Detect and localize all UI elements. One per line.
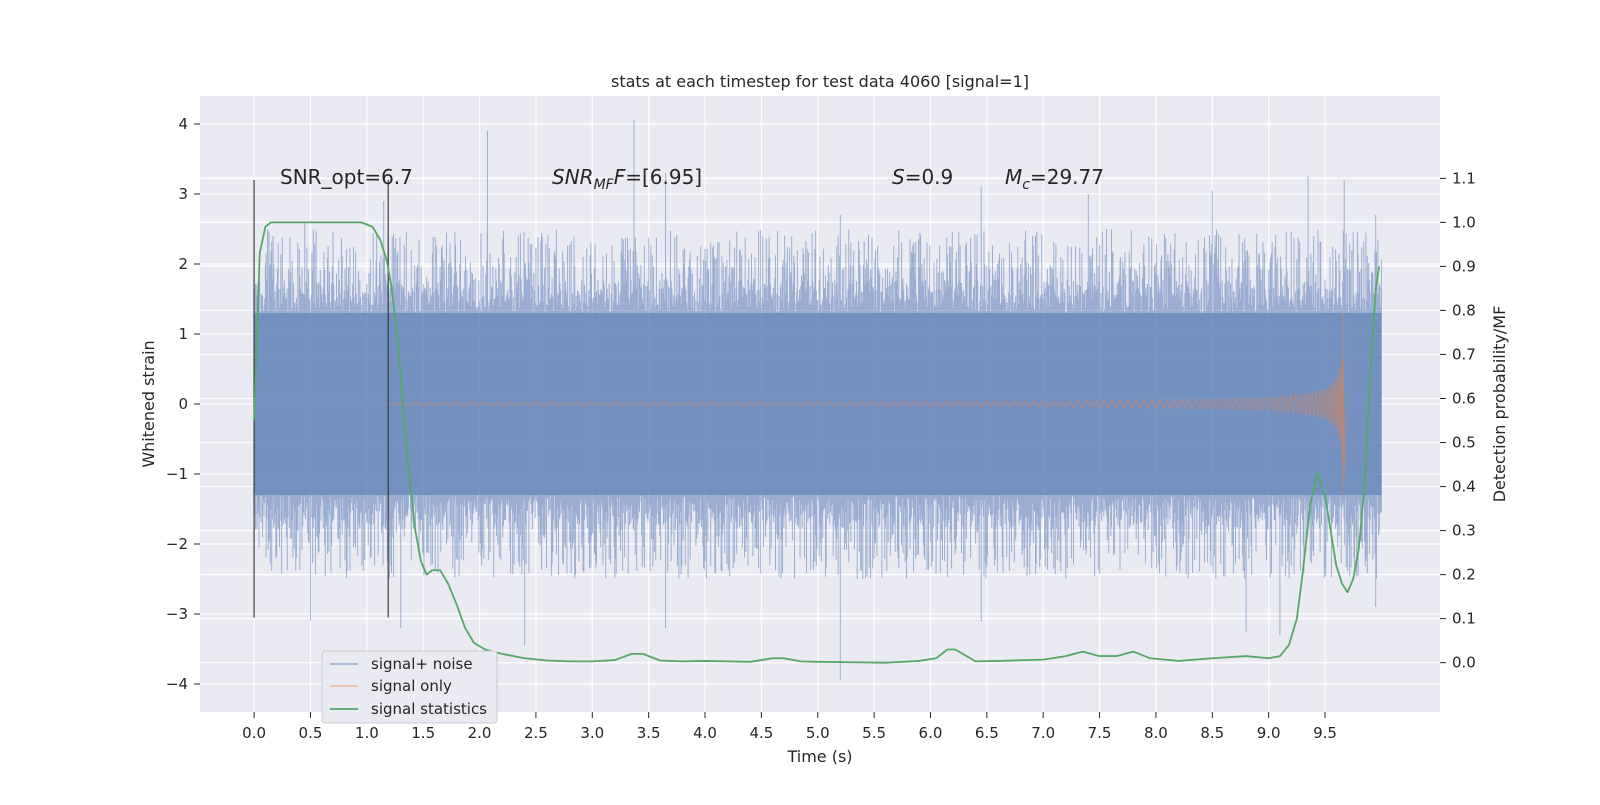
x-tick-label: 1.5 xyxy=(411,724,435,742)
y2-tick-label: 0.1 xyxy=(1452,610,1476,628)
y2-tick-label: 0.0 xyxy=(1452,654,1476,672)
y2-tick-label: 0.4 xyxy=(1452,478,1476,496)
x-tick-label: 2.5 xyxy=(524,724,548,742)
y-axis-ticks: 4 3 2 1 0 −1 −2 −3 −4 xyxy=(166,115,200,693)
y2-axis-ticks: 1.1 1.0 0.9 0.8 0.7 0.6 0.5 0.4 0.3 0.2 0.1 0.0 xyxy=(1440,169,1476,672)
y-tick-label: 3 xyxy=(178,185,188,203)
y2-tick-label: 0.7 xyxy=(1452,345,1476,363)
y-tick-label: 0 xyxy=(178,395,188,413)
y2-tick-label: 0.8 xyxy=(1452,301,1476,319)
mc-annotation: Mc=29.77 xyxy=(1005,165,1104,193)
legend: signal+ noise signal only signal statist… xyxy=(321,650,498,724)
signal-only-series xyxy=(389,313,1349,494)
x-tick-label: 0.0 xyxy=(242,724,266,742)
x-tick-label: 0.5 xyxy=(299,724,323,742)
x-tick-label: 6.0 xyxy=(919,724,943,742)
chart-title: stats at each timestep for test data 406… xyxy=(611,72,1029,91)
s-annotation: S=0.9 xyxy=(892,165,953,189)
x-tick-label: 4.0 xyxy=(693,724,717,742)
signal-statistics-line xyxy=(253,221,1381,664)
x-tick-label: 5.0 xyxy=(806,724,830,742)
x-tick-label: 7.0 xyxy=(1031,724,1055,742)
x-tick-label: 7.5 xyxy=(1088,724,1112,742)
x-axis-ticks: 0.0 0.5 1.0 1.5 2.0 2.5 3.0 3.5 4.0 4.5 5.0 5.5 6.0 6… xyxy=(242,712,1337,742)
x-axis-label: Time (s) xyxy=(786,747,852,766)
y-tick-label: 2 xyxy=(178,255,188,273)
signal-statistics-series xyxy=(253,221,1381,664)
y2-tick-label: 0.3 xyxy=(1452,522,1476,540)
legend-box xyxy=(321,650,498,724)
x-tick-label: 9.5 xyxy=(1313,724,1337,742)
x-tick-label: 6.5 xyxy=(975,724,999,742)
x-tick-label: 9.0 xyxy=(1257,724,1281,742)
y2-axis-label: Detection probability/MF xyxy=(1490,306,1509,503)
x-tick-label: 2.0 xyxy=(468,724,492,742)
y-tick-label: −1 xyxy=(166,465,188,483)
x-tick-label: 8.0 xyxy=(1144,724,1168,742)
y2-tick-label: 1.1 xyxy=(1452,169,1476,187)
y-tick-label: 1 xyxy=(178,325,188,343)
x-tick-label: 4.5 xyxy=(749,724,773,742)
x-tick-label: 8.5 xyxy=(1200,724,1224,742)
y2-tick-label: 0.5 xyxy=(1452,434,1476,452)
y2-tick-label: 0.6 xyxy=(1452,389,1476,407)
y2-tick-label: 0.2 xyxy=(1452,566,1476,584)
snr-opt-annotation: SNR_opt=6.7 xyxy=(280,165,413,189)
signal-noise-series xyxy=(253,120,1382,681)
y-tick-label: −2 xyxy=(166,535,188,553)
legend-label-signal-noise: signal+ noise xyxy=(371,655,473,673)
y-axis-label: Whitened strain xyxy=(139,340,158,467)
y-tick-label: −4 xyxy=(166,675,188,693)
x-tick-label: 5.5 xyxy=(862,724,886,742)
legend-label-signal-statistics: signal statistics xyxy=(371,700,487,718)
legend-label-signal-only: signal only xyxy=(371,677,452,695)
x-tick-label: 3.5 xyxy=(637,724,661,742)
x-tick-label: 3.0 xyxy=(580,724,604,742)
y-tick-label: 4 xyxy=(178,115,188,133)
y2-tick-label: 0.9 xyxy=(1452,257,1476,275)
x-tick-label: 1.0 xyxy=(355,724,379,742)
y-tick-label: −3 xyxy=(166,605,188,623)
signal-only-line xyxy=(389,313,1349,494)
snr-mf-annotation: SNRMFF=[6.95] xyxy=(552,165,702,193)
y2-tick-label: 1.0 xyxy=(1452,213,1476,231)
